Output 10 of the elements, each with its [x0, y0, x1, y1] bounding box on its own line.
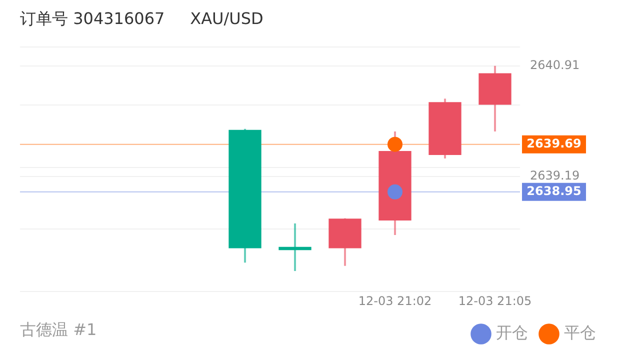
ref-line-label: 2638.95 [526, 184, 582, 198]
x-tick-label: 12-03 21:05 [458, 294, 532, 308]
y-tick-label: 2640.91 [530, 58, 580, 72]
text: 古德温 #1 [20, 320, 97, 340]
y-tick-label: 2639.19 [530, 168, 580, 183]
x-tick-label: 12-03 21:02 [358, 294, 432, 308]
chart-title: 订单号 304316067 XAU/USD [20, 8, 264, 28]
legend-label: 平仓 [564, 323, 596, 342]
ref-line-label: 2639.69 [526, 136, 582, 150]
legend-label: 开仓 [496, 323, 528, 342]
